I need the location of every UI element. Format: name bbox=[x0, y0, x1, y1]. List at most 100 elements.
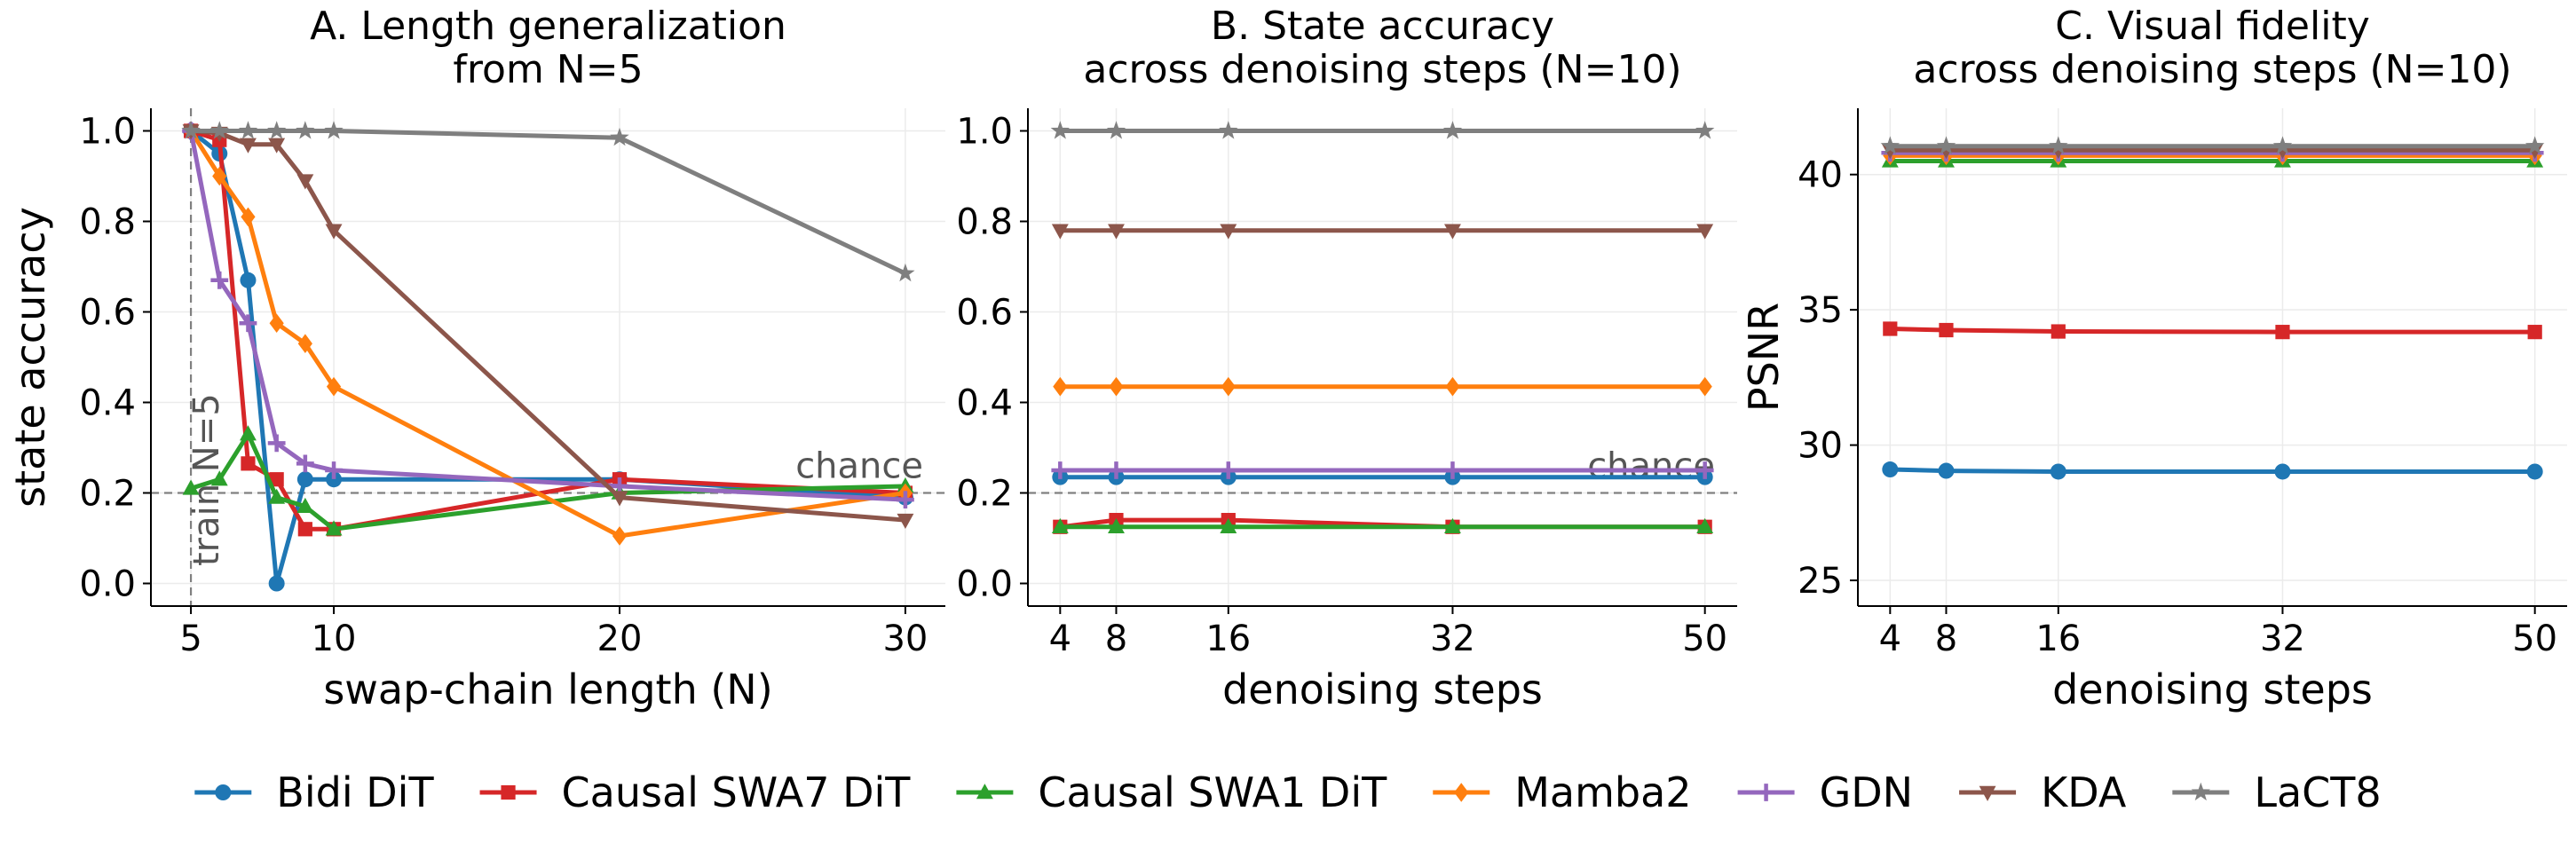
x-axis-label: swap-chain length (N) bbox=[323, 666, 772, 713]
series-line-mamba2 bbox=[188, 129, 908, 539]
legend-swatch-marker bbox=[1454, 783, 1469, 802]
legend-label: Causal SWA1 DiT bbox=[1038, 768, 1387, 816]
legend-item-mamba2: Mamba2 bbox=[1433, 768, 1692, 816]
data-point-lact8 bbox=[1695, 121, 1715, 139]
y-tick-label: 0.2 bbox=[79, 474, 136, 515]
data-point-causal-swa7-dit bbox=[1883, 321, 1898, 336]
data-point-causal-swa1-dit bbox=[325, 520, 343, 536]
data-point-mamba2 bbox=[1445, 376, 1460, 397]
data-point-lact8 bbox=[610, 127, 629, 146]
data-point-lact8 bbox=[2525, 136, 2545, 154]
y-tick-label: 0.0 bbox=[79, 564, 136, 605]
y-tick-label: 0.6 bbox=[79, 293, 136, 334]
x-tick-label: 5 bbox=[179, 618, 201, 659]
data-point-bidi-dit bbox=[2274, 463, 2291, 480]
data-point-bidi-dit bbox=[1882, 461, 1899, 478]
data-point-lact8 bbox=[181, 121, 201, 139]
data-point-bidi-dit bbox=[268, 575, 285, 592]
panel-title: across denoising steps (N=10) bbox=[1913, 47, 2511, 92]
series-lact8 bbox=[1880, 136, 2545, 154]
data-point-lact8 bbox=[1442, 121, 1463, 139]
y-axis-label: PSNR bbox=[1740, 303, 1788, 412]
legend-item-causal-swa1-dit: Causal SWA1 DiT bbox=[956, 768, 1387, 816]
chance-label: chance bbox=[1587, 446, 1715, 487]
legend-item-kda: KDA bbox=[1959, 768, 2127, 816]
data-point-mamba2 bbox=[212, 166, 227, 186]
x-tick-label: 50 bbox=[2512, 618, 2557, 659]
legend: Bidi DiT Causal SWA7 DiT Causal SWA1 DiT Ma… bbox=[194, 768, 2382, 816]
series-causal-swa1-dit bbox=[1051, 517, 1714, 533]
series-kda bbox=[1051, 224, 1714, 240]
series-gdn bbox=[1051, 461, 1714, 479]
data-point-mamba2 bbox=[326, 376, 342, 397]
data-point-kda bbox=[325, 224, 343, 240]
data-point-causal-swa1-dit bbox=[182, 479, 200, 495]
y-tick-label: 0.8 bbox=[956, 202, 1013, 243]
legend-label: Causal SWA7 DiT bbox=[562, 768, 912, 816]
x-tick-label: 30 bbox=[882, 618, 928, 659]
data-point-bidi-dit bbox=[326, 471, 343, 488]
data-point-mamba2 bbox=[269, 313, 284, 334]
data-point-gdn bbox=[267, 434, 286, 453]
data-point-mamba2 bbox=[297, 334, 312, 353]
y-tick-label: 0.4 bbox=[956, 383, 1013, 424]
y-tick-label: 0.2 bbox=[956, 474, 1013, 515]
data-point-kda bbox=[1696, 224, 1714, 240]
y-tick-label: 0.8 bbox=[79, 202, 136, 243]
data-point-kda bbox=[268, 138, 286, 154]
data-point-lact8 bbox=[1936, 136, 1956, 154]
data-point-causal-swa7-dit bbox=[2275, 325, 2290, 340]
data-point-kda bbox=[611, 491, 628, 507]
series-line-kda bbox=[188, 129, 908, 523]
chance-label: chance bbox=[795, 446, 923, 487]
data-point-kda bbox=[897, 513, 914, 529]
x-tick-label: 10 bbox=[312, 618, 357, 659]
y-tick-label: 30 bbox=[1798, 426, 1843, 467]
legend-swatch-marker bbox=[501, 784, 516, 800]
x-axis-label: denoising steps bbox=[2052, 666, 2373, 713]
data-point-causal-swa1-dit bbox=[1696, 517, 1714, 533]
data-point-kda bbox=[1444, 224, 1461, 240]
series-line-causal-swa7-dit bbox=[1887, 327, 2538, 335]
data-point-mamba2 bbox=[1697, 376, 1712, 397]
data-point-lact8 bbox=[896, 263, 915, 282]
legend-label: Mamba2 bbox=[1514, 768, 1691, 816]
x-tick-label: 50 bbox=[1682, 618, 1727, 659]
legend-item-causal-swa7-dit: Causal SWA7 DiT bbox=[479, 768, 912, 816]
data-point-mamba2 bbox=[1053, 376, 1068, 397]
series-line-bidi-dit bbox=[1887, 467, 2538, 474]
data-point-gdn bbox=[1695, 461, 1714, 479]
data-point-causal-swa1-dit bbox=[1444, 517, 1461, 533]
data-point-lact8 bbox=[296, 121, 315, 139]
data-point-lact8 bbox=[238, 121, 258, 139]
series-causal-swa7-dit bbox=[1883, 321, 2542, 340]
x-tick-label: 4 bbox=[1879, 618, 1901, 659]
panel-title: C. Visual fidelity bbox=[2055, 4, 2370, 49]
x-tick-label: 8 bbox=[1105, 618, 1127, 659]
data-point-causal-swa1-dit bbox=[240, 425, 257, 441]
x-tick-label: 16 bbox=[2035, 618, 2081, 659]
data-point-lact8 bbox=[2049, 136, 2068, 154]
data-point-gdn bbox=[897, 491, 914, 509]
data-point-causal-swa7-dit bbox=[269, 472, 284, 487]
data-point-kda bbox=[296, 174, 314, 190]
x-tick-label: 16 bbox=[1205, 618, 1251, 659]
data-point-kda bbox=[240, 138, 257, 154]
data-point-causal-swa7-dit bbox=[1939, 322, 1954, 338]
x-tick-label: 8 bbox=[1935, 618, 1957, 659]
data-point-causal-swa7-dit bbox=[297, 522, 312, 537]
series-lact8 bbox=[181, 121, 915, 282]
data-point-lact8 bbox=[324, 121, 344, 139]
series-line-gdn bbox=[188, 129, 908, 502]
legend-label: Bidi DiT bbox=[276, 768, 434, 816]
panel-b: chance 4 8 16 32 50 0.0 0.2 0.4 0.6 0.8 1.0 B. State… bbox=[956, 4, 1737, 713]
series-line-causal-swa1-dit bbox=[188, 431, 908, 532]
data-point-bidi-dit bbox=[2526, 463, 2543, 480]
panel-title: from N=5 bbox=[453, 47, 643, 92]
data-point-gdn bbox=[210, 271, 229, 289]
data-point-gdn bbox=[296, 454, 314, 473]
panel-title: A. Length generalization bbox=[310, 4, 786, 49]
y-tick-label: 40 bbox=[1798, 155, 1843, 196]
data-point-gdn bbox=[1051, 461, 1070, 479]
